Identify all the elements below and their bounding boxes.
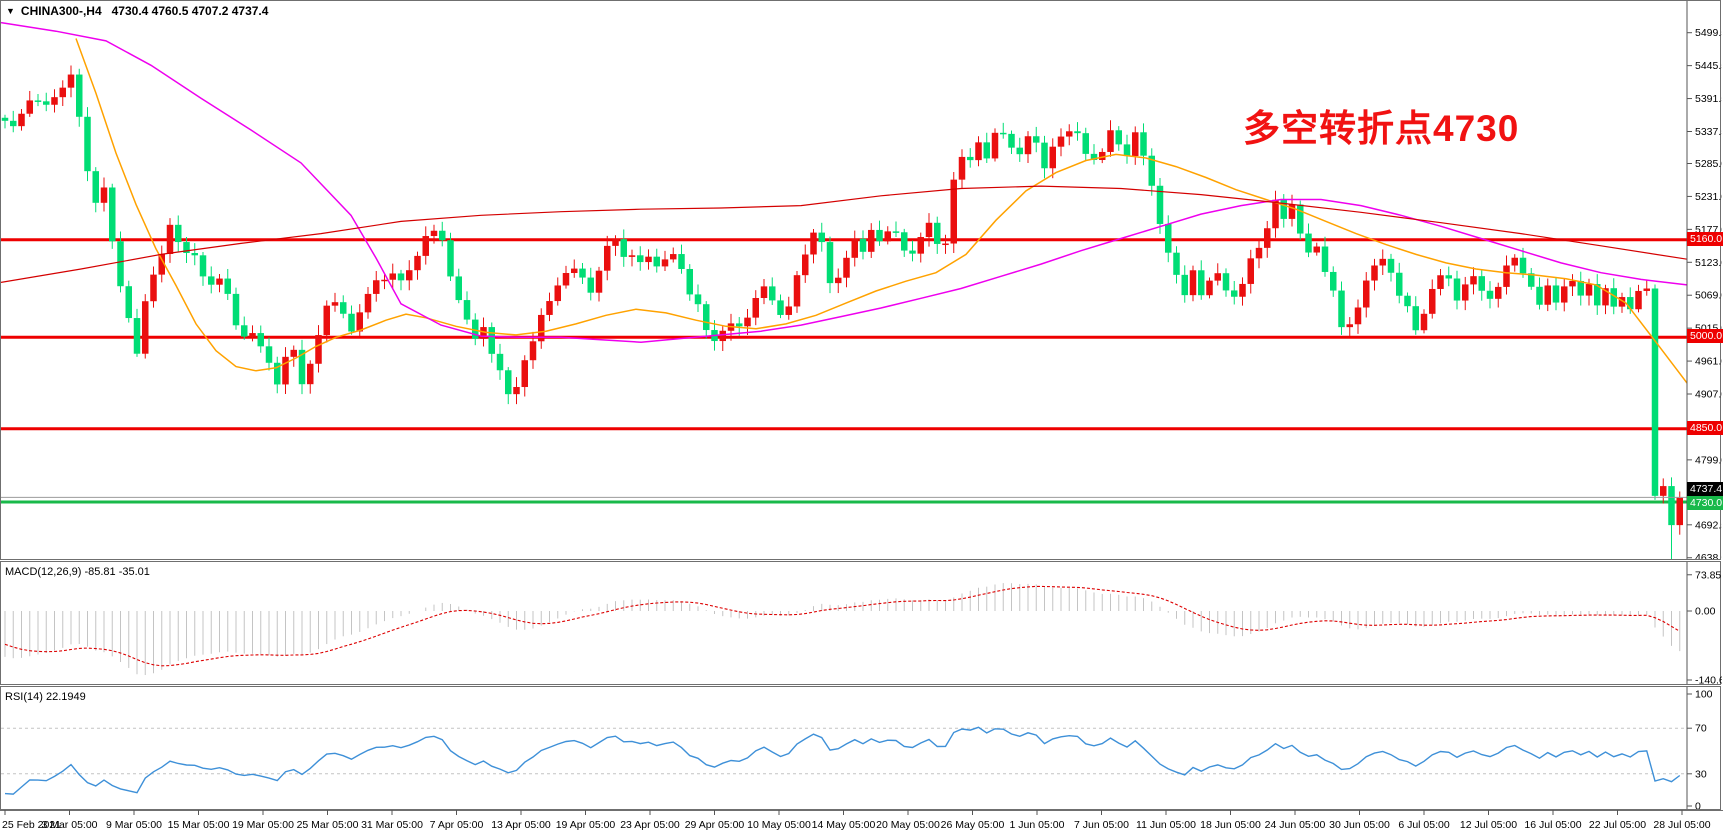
svg-text:22 Jul 05:00: 22 Jul 05:00	[1589, 819, 1646, 831]
rsi-name: RSI(14)	[5, 691, 43, 703]
svg-text:-140.67: -140.67	[1695, 674, 1722, 684]
svg-text:5445.5: 5445.5	[1695, 60, 1722, 72]
svg-text:30: 30	[1695, 768, 1707, 780]
svg-text:23 Apr 05:00: 23 Apr 05:00	[620, 819, 680, 831]
svg-text:5123.0: 5123.0	[1695, 257, 1722, 269]
macd-values: -85.81 -35.01	[81, 566, 150, 578]
rsi-label: RSI(14) 22.1949	[5, 691, 86, 703]
svg-text:4638.5: 4638.5	[1695, 552, 1722, 559]
macd-label: MACD(12,26,9) -85.81 -35.01	[5, 566, 150, 578]
chart-annotation-text[interactable]: 多空转折点4730	[1243, 108, 1520, 149]
rsi-value: 22.1949	[42, 691, 86, 703]
svg-text:0.00: 0.00	[1695, 606, 1716, 618]
candlestick-chart-canvas[interactable]: 5499.55445.55391.55337.55285.05231.05177…	[1, 1, 1722, 559]
rsi-indicator-panel[interactable]: 100 70 30 0	[0, 686, 1721, 810]
svg-text:28 Jul 05:00: 28 Jul 05:00	[1653, 819, 1710, 831]
svg-text:6 Jul 05:00: 6 Jul 05:00	[1398, 819, 1450, 831]
svg-text:7 Apr 05:00: 7 Apr 05:00	[430, 819, 484, 831]
svg-text:10 May 05:00: 10 May 05:00	[747, 819, 811, 831]
svg-text:9 Mar 05:00: 9 Mar 05:00	[106, 819, 162, 831]
svg-text:7 Jun 05:00: 7 Jun 05:00	[1074, 819, 1129, 831]
symbol-timeframe-label: CHINA300-,H4	[20, 4, 102, 18]
svg-text:25 Mar 05:00: 25 Mar 05:00	[297, 819, 359, 831]
macd-name: MACD(12,26,9)	[5, 566, 82, 578]
svg-text:5069.0: 5069.0	[1695, 290, 1722, 302]
svg-text:73.85: 73.85	[1695, 569, 1721, 581]
svg-text:14 May 05:00: 14 May 05:00	[812, 819, 876, 831]
svg-text:31 Mar 05:00: 31 Mar 05:00	[361, 819, 423, 831]
svg-text:26 May 05:00: 26 May 05:00	[941, 819, 1005, 831]
svg-text:16 Jul 05:00: 16 Jul 05:00	[1524, 819, 1581, 831]
macd-indicator-panel[interactable]: 73.85 0.00 -140.67	[0, 561, 1722, 685]
svg-text:4692.5: 4692.5	[1695, 519, 1722, 531]
svg-text:0: 0	[1695, 801, 1701, 810]
svg-text:5391.5: 5391.5	[1695, 93, 1722, 105]
svg-text:1 Jun 05:00: 1 Jun 05:00	[1010, 819, 1065, 831]
svg-text:4961.0: 4961.0	[1695, 356, 1722, 368]
svg-text:100: 100	[1695, 689, 1713, 701]
price-chart-panel[interactable]: 5499.55445.55391.55337.55285.05231.05177…	[0, 0, 1722, 560]
hline-tag-4730: 4730.0	[1687, 496, 1723, 510]
svg-text:18 Jun 05:00: 18 Jun 05:00	[1200, 819, 1261, 831]
hline-tag-5160: 5160.0	[1687, 232, 1723, 246]
svg-text:4799.0: 4799.0	[1695, 454, 1722, 466]
svg-text:29 Apr 05:00: 29 Apr 05:00	[685, 819, 745, 831]
macd-chart-canvas[interactable]: 73.85 0.00 -140.67	[1, 562, 1722, 684]
ohlc-values: 4730.4 4760.5 4707.2 4737.4	[111, 4, 269, 18]
rsi-chart-canvas[interactable]: 100 70 30 0	[1, 687, 1722, 809]
svg-text:5285.0: 5285.0	[1695, 158, 1722, 170]
svg-text:13 Apr 05:00: 13 Apr 05:00	[491, 819, 551, 831]
svg-text:5337.5: 5337.5	[1695, 126, 1722, 138]
svg-text:12 Jul 05:00: 12 Jul 05:00	[1460, 819, 1517, 831]
svg-text:5499.5: 5499.5	[1695, 27, 1722, 39]
svg-text:19 Mar 05:00: 19 Mar 05:00	[232, 819, 294, 831]
svg-text:11 Jun 05:00: 11 Jun 05:00	[1136, 819, 1196, 831]
svg-text:25 Feb 2021: 25 Feb 2021	[2, 819, 61, 831]
svg-text:15 Mar 05:00: 15 Mar 05:00	[168, 819, 230, 831]
svg-text:70: 70	[1695, 723, 1707, 735]
svg-text:5231.0: 5231.0	[1695, 191, 1722, 203]
svg-text:19 Apr 05:00: 19 Apr 05:00	[556, 819, 616, 831]
hline-tag-4850: 4850.0	[1687, 421, 1723, 435]
chart-title: ▼ CHINA300-,H4 4730.4 4760.5 4707.2 4737.4	[6, 4, 268, 18]
symbol-dropdown-icon[interactable]: ▼	[6, 6, 15, 16]
hline-tag-5000: 5000.0	[1687, 329, 1723, 343]
svg-text:4907.0: 4907.0	[1695, 389, 1722, 401]
time-axis[interactable]: 25 Feb 2021 3 Mar 05:00 9 Mar 05:00 15 Mar …	[0, 810, 1723, 836]
svg-text:20 May 05:00: 20 May 05:00	[876, 819, 940, 831]
svg-text:3 Mar 05:00: 3 Mar 05:00	[41, 819, 97, 831]
svg-text:30 Jun 05:00: 30 Jun 05:00	[1329, 819, 1390, 831]
svg-text:24 Jun 05:00: 24 Jun 05:00	[1265, 819, 1326, 831]
last-price-tag: 4737.4	[1687, 482, 1723, 496]
